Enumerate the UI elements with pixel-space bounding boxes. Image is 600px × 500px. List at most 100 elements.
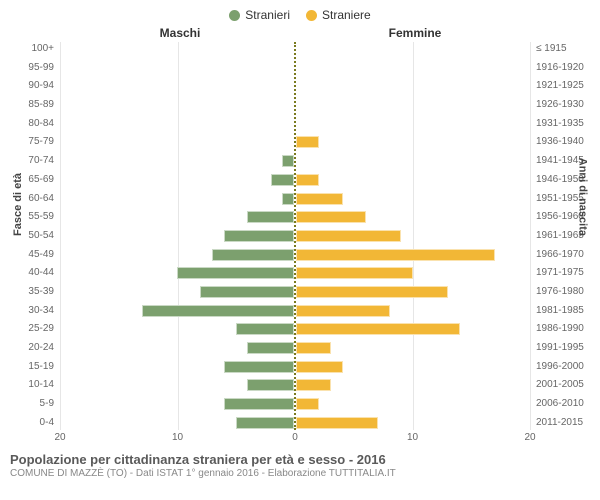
bar-male: [247, 342, 294, 354]
y-tick-age: 75-79: [8, 135, 54, 149]
y-tick-age: 40-44: [8, 266, 54, 280]
bar-row-male: [60, 360, 294, 374]
legend-item-male: Stranieri: [229, 8, 290, 22]
bar-row-male: [60, 248, 294, 262]
bars-female: [296, 42, 530, 430]
y-axis-label-right: Anni di nascita: [576, 158, 588, 236]
y-tick-birth: 2001-2005: [536, 378, 592, 392]
bar-row-male: [60, 285, 294, 299]
bar-male: [224, 230, 294, 242]
x-axis: 20 10 0 10 20: [8, 432, 592, 446]
bar-row-female: [296, 266, 530, 280]
x-tick: 20: [54, 432, 65, 443]
bar-female: [296, 286, 448, 298]
bar-row-female: [296, 210, 530, 224]
bar-female: [296, 417, 378, 429]
bar-row-male: [60, 42, 294, 56]
bar-female: [296, 230, 401, 242]
bar-female: [296, 305, 390, 317]
bars-area: [60, 42, 530, 430]
y-tick-birth: 1916-1920: [536, 61, 592, 75]
bar-row-male: [60, 154, 294, 168]
x-tick: 20: [524, 432, 535, 443]
y-tick-age: 70-74: [8, 154, 54, 168]
y-tick-birth: 1981-1985: [536, 304, 592, 318]
bar-row-female: [296, 416, 530, 430]
legend-swatch-female: [306, 10, 317, 21]
population-pyramid-chart: Stranieri Straniere Maschi Femmine Fasce…: [0, 0, 600, 500]
bar-female: [296, 379, 331, 391]
y-tick-age: 5-9: [8, 397, 54, 411]
bar-row-female: [296, 79, 530, 93]
bar-row-female: [296, 397, 530, 411]
y-tick-age: 100+: [8, 42, 54, 56]
bar-female: [296, 323, 460, 335]
bar-row-female: [296, 248, 530, 262]
y-tick-age: 80-84: [8, 117, 54, 131]
bar-male: [282, 193, 294, 205]
y-tick-age: 15-19: [8, 360, 54, 374]
y-axis-age: 100+95-9990-9485-8980-8475-7970-7465-696…: [8, 42, 60, 430]
bars-male: [60, 42, 296, 430]
y-tick-birth: ≤ 1915: [536, 42, 592, 56]
bar-row-male: [60, 341, 294, 355]
bar-row-male: [60, 135, 294, 149]
y-axis-label-left: Fasce di età: [12, 173, 24, 236]
bar-row-male: [60, 397, 294, 411]
y-tick-birth: 1926-1930: [536, 98, 592, 112]
bar-female: [296, 193, 343, 205]
y-tick-birth: 1976-1980: [536, 285, 592, 299]
bar-row-male: [60, 229, 294, 243]
bar-row-female: [296, 378, 530, 392]
y-tick-birth: 1996-2000: [536, 360, 592, 374]
column-titles: Maschi Femmine: [8, 26, 592, 40]
y-tick-birth: 1971-1975: [536, 266, 592, 280]
bar-male: [212, 249, 294, 261]
y-tick-age: 10-14: [8, 378, 54, 392]
plot-area: Fasce di età Anni di nascita 100+ 95-99 90…: [8, 42, 592, 430]
bar-male: [247, 379, 294, 391]
column-title-female: Femmine: [300, 26, 592, 40]
bar-row-male: [60, 304, 294, 318]
legend-label-male: Stranieri: [245, 8, 290, 22]
x-axis-ticks: 201001020: [60, 432, 530, 446]
bar-male: [271, 174, 294, 186]
chart-title: Popolazione per cittadinanza straniera p…: [10, 452, 590, 467]
y-tick-age: 35-39: [8, 285, 54, 299]
y-tick-age: 90-94: [8, 79, 54, 93]
bar-row-male: [60, 117, 294, 131]
x-tick: 0: [292, 432, 298, 443]
bar-female: [296, 361, 343, 373]
legend-swatch-male: [229, 10, 240, 21]
y-tick-birth: 2011-2015: [536, 416, 592, 430]
y-tick-age: 30-34: [8, 304, 54, 318]
legend-item-female: Straniere: [306, 8, 371, 22]
y-tick-age: 95-99: [8, 61, 54, 75]
bar-row-female: [296, 360, 530, 374]
y-axis-birth: ≤ 19151916-19201921-19251926-19301931-19…: [530, 42, 592, 430]
y-tick-age: 25-29: [8, 322, 54, 336]
y-tick-birth: 1986-1990: [536, 322, 592, 336]
y-tick-age: 85-89: [8, 98, 54, 112]
y-tick-birth: 1966-1970: [536, 248, 592, 262]
bar-row-female: [296, 229, 530, 243]
x-tick: 10: [172, 432, 183, 443]
bar-female: [296, 136, 319, 148]
bar-row-female: [296, 42, 530, 56]
bar-row-male: [60, 378, 294, 392]
bar-row-female: [296, 173, 530, 187]
x-tick: 10: [407, 432, 418, 443]
bar-row-female: [296, 154, 530, 168]
bar-row-male: [60, 98, 294, 112]
y-tick-age: 45-49: [8, 248, 54, 262]
legend: Stranieri Straniere: [8, 8, 592, 22]
chart-subtitle: COMUNE DI MAZZÈ (TO) - Dati ISTAT 1° gen…: [10, 468, 590, 479]
bar-row-male: [60, 322, 294, 336]
bar-male: [236, 323, 295, 335]
bar-row-female: [296, 285, 530, 299]
y-tick-age: 0-4: [8, 416, 54, 430]
bar-female: [296, 267, 413, 279]
bar-male: [224, 398, 294, 410]
y-tick-birth: 1991-1995: [536, 341, 592, 355]
bar-female: [296, 249, 495, 261]
